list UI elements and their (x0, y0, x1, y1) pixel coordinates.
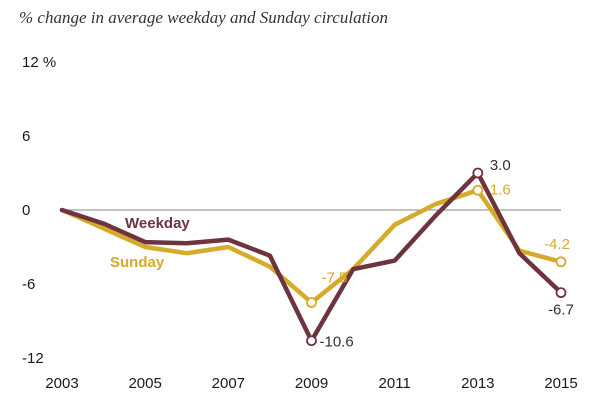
y-tick-label: 0 (22, 202, 30, 219)
point-marker (555, 256, 567, 268)
point-marker (306, 335, 317, 347)
point-marker (555, 287, 567, 299)
data-label: -4.2 (544, 236, 570, 253)
x-tick-label: 2013 (461, 375, 494, 392)
y-tick-label: -12 (22, 350, 44, 367)
data-label: -7.5 (322, 270, 348, 287)
data-labels: Weekday Sunday -10.6 3.0 -6.7 -7.5 1.6 -4.2 (110, 157, 574, 351)
y-tick-label: 12 % (22, 54, 56, 71)
data-label: 3.0 (490, 157, 511, 174)
series-label-sunday: Sunday (110, 254, 165, 271)
y-axis: 12 % 6 0 -6 -12 (22, 54, 56, 367)
data-label: -10.6 (320, 334, 354, 351)
data-label: -6.7 (548, 302, 574, 319)
point-marker (472, 167, 484, 179)
point-markers (306, 167, 567, 347)
series-line-sunday (59, 188, 564, 305)
series-label-weekday: Weekday (125, 215, 190, 232)
y-tick-label: -6 (22, 276, 35, 293)
data-label: 1.6 (490, 181, 511, 198)
y-tick-label: 6 (22, 128, 30, 145)
x-tick-label: 2015 (544, 375, 577, 392)
x-tick-label: 2003 (45, 375, 78, 392)
x-axis: 2003 2005 2007 2009 2011 2013 2015 (45, 375, 577, 392)
point-marker (472, 184, 484, 196)
x-tick-label: 2009 (295, 375, 328, 392)
x-tick-label: 2007 (212, 375, 245, 392)
x-tick-label: 2011 (379, 375, 411, 392)
point-marker (306, 297, 317, 308)
chart-title: % change in average weekday and Sunday c… (19, 8, 389, 27)
x-tick-label: 2005 (128, 375, 161, 392)
